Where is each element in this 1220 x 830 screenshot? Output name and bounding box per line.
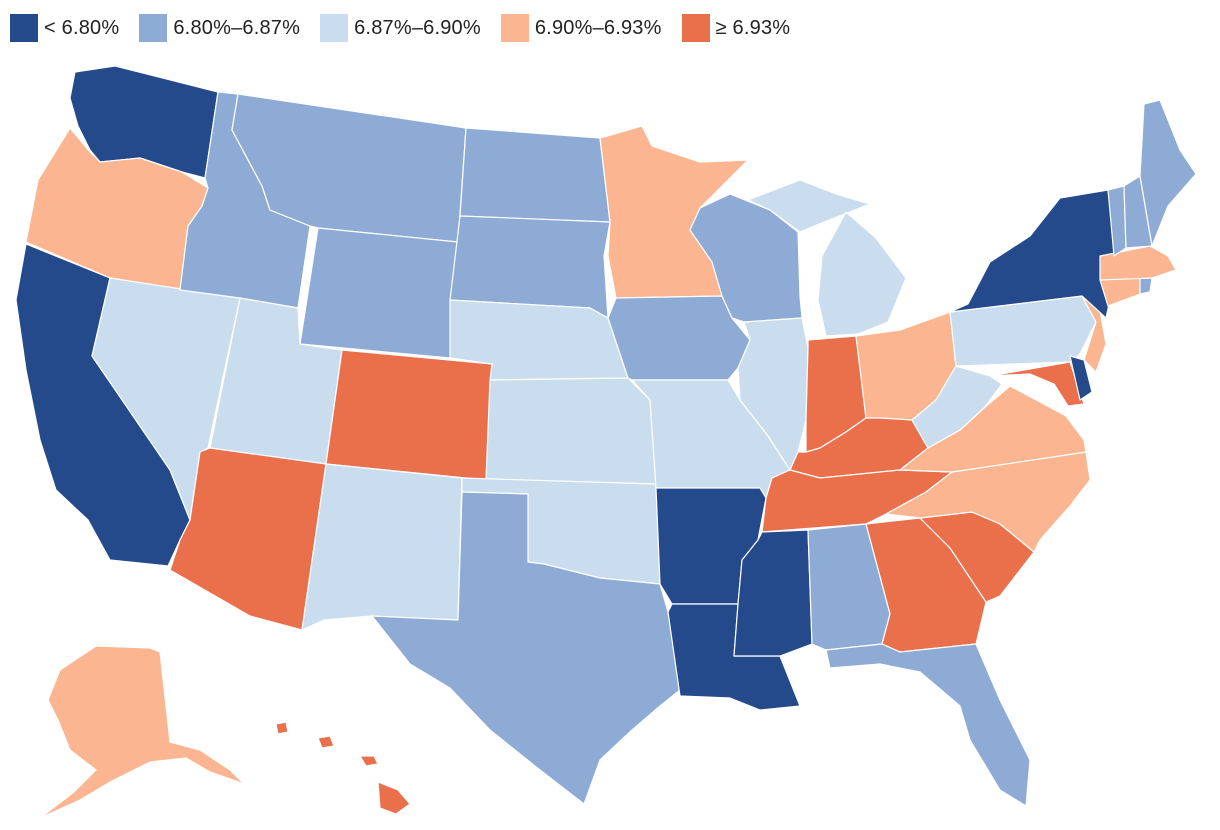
state-kansas[interactable] [485,377,657,485]
legend-item-above-693: ≥ 6.93% [681,14,791,42]
legend-swatch [320,14,349,42]
legend-item-690-693: 6.90%–6.93% [500,14,662,42]
legend-swatch [10,14,38,42]
state-texas[interactable] [371,491,681,805]
legend-item-below-680: < 6.80% [10,14,119,42]
state-colorado[interactable] [325,349,493,481]
state-mississippi[interactable] [733,529,813,657]
state-north-dakota[interactable] [459,127,611,223]
legend-item-680-687: 6.80%–6.87% [139,14,300,42]
state-connecticut[interactable] [1099,275,1141,307]
legend-label: < 6.80% [44,16,120,39]
state-hawaii[interactable] [275,721,411,815]
state-wyoming[interactable] [299,227,459,359]
legend-label: 6.90%–6.93% [534,16,662,39]
state-maryland[interactable] [989,361,1085,407]
legend: < 6.80% 6.80%–6.87% 6.87%–6.90% 6.90%–6.… [10,12,810,44]
legend-label: ≥ 6.93% [715,16,791,39]
state-maine[interactable] [1139,99,1197,247]
legend-swatch [139,14,168,42]
state-delaware[interactable] [1069,355,1093,401]
state-new-york[interactable] [949,189,1119,319]
legend-swatch [681,14,710,42]
state-alaska[interactable] [39,645,245,819]
legend-label: 6.80%–6.87% [173,16,301,39]
state-new-mexico[interactable] [301,463,463,631]
state-rhode-island[interactable] [1139,277,1153,295]
legend-label: 6.87%–6.90% [354,16,481,39]
state-michigan[interactable] [747,179,907,337]
state-west-virginia[interactable] [911,365,1003,449]
legend-swatch [500,14,529,42]
state-florida[interactable] [825,643,1031,807]
legend-item-687-690: 6.87%–6.90% [320,14,481,42]
